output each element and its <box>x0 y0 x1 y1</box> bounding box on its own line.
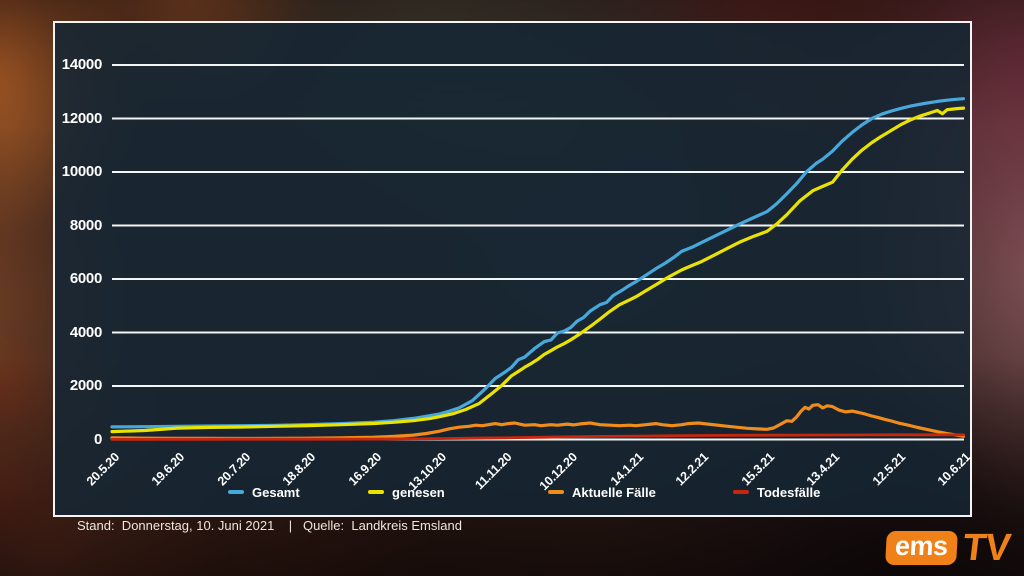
logo-ems-badge: ems <box>884 531 958 565</box>
legend-swatch <box>228 490 244 494</box>
y-axis-label: 14000 <box>61 56 103 73</box>
legend-item-todesf-lle: Todesfälle <box>733 484 821 500</box>
ems-tv-logo: ems TV <box>884 527 1013 569</box>
y-axis-label: 4000 <box>69 323 102 341</box>
legend-label: Aktuelle Fälle <box>572 484 656 500</box>
y-axis-label: 6000 <box>69 270 102 287</box>
legend-item-gesamt: Gesamt <box>228 484 300 500</box>
chart-panel <box>53 21 972 517</box>
y-axis-label: 0 <box>93 430 102 448</box>
legend-label: genesen <box>392 484 445 500</box>
legend-swatch <box>548 490 564 494</box>
y-axis-label: 2000 <box>69 377 102 394</box>
logo-tv-text: TV <box>960 527 1013 569</box>
footer-status: Stand: Donnerstag, 10. Juni 2021 | Quell… <box>77 518 462 533</box>
legend-swatch <box>368 490 384 494</box>
y-axis-label: 10000 <box>61 163 103 180</box>
legend-label: Todesfälle <box>757 484 821 500</box>
y-axis-label: 12000 <box>61 109 103 127</box>
legend-swatch <box>733 490 749 494</box>
y-axis-label: 8000 <box>69 216 102 234</box>
footer-text: Stand: Donnerstag, 10. Juni 2021 | Quell… <box>77 518 462 533</box>
legend-label: Gesamt <box>252 484 300 500</box>
legend-item-aktuelle-f-lle: Aktuelle Fälle <box>548 484 656 500</box>
legend-item-genesen: genesen <box>368 484 445 500</box>
